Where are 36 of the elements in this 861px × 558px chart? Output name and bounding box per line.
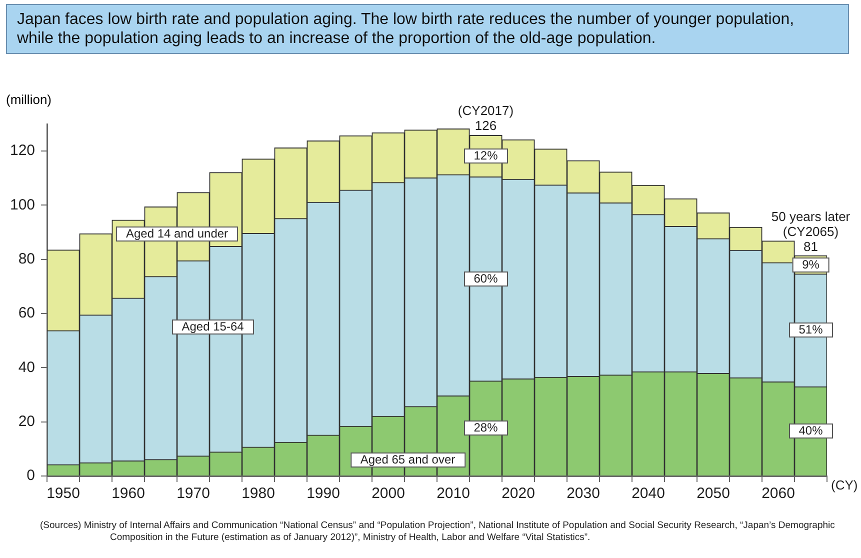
x-tick-label: 1960: [112, 485, 145, 502]
x-tick-label: 1970: [176, 485, 210, 502]
x-tick-label: 2000: [372, 485, 405, 502]
annotation: 28%: [464, 420, 508, 436]
y-tick-label: 20: [18, 412, 36, 430]
total-label: 81: [804, 238, 818, 254]
annotation: 50 years later (CY2065): [771, 208, 850, 239]
x-tick-label: 2030: [566, 485, 600, 502]
y-tick-label: 40: [18, 358, 36, 376]
series-label: Aged 14 and under: [116, 226, 238, 242]
annotation: 12%: [464, 148, 508, 164]
annotation: 40%: [788, 424, 833, 439]
y-tick-label: 120: [10, 142, 36, 160]
y-tick-label: 60: [18, 304, 36, 322]
x-tick-label: 2010: [436, 485, 470, 502]
series-label: Aged 65 and over: [350, 452, 466, 468]
total-label: 126: [474, 118, 497, 134]
text: (Sources) Ministry of Internal Affairs and Communication “National Census” and “Population Projection”, National Institute of Population and Social Security Research, “Japan’s Demographic Composition in the Future (estimation as of January 2012)”, Ministry of Health, Labor and Welfare “Vital Statistics”.: [40, 520, 836, 544]
annotation: 51%: [788, 322, 833, 338]
x-tick-label: 1980: [242, 485, 275, 502]
x-tick-label: 2050: [696, 485, 730, 502]
y-tick-label: 80: [18, 250, 36, 268]
series-label: Aged 15-64: [172, 320, 254, 335]
x-axis-title: (CY): [831, 478, 858, 493]
x-tick-label: 1990: [306, 485, 340, 502]
x-tick-label: 2040: [632, 485, 665, 502]
x-tick-label: 2060: [762, 485, 795, 502]
x-tick-label: 2020: [502, 485, 535, 502]
text: (CY2017): [458, 103, 514, 118]
y-tick-label: 100: [10, 196, 36, 214]
chart-title: Japan faces low birth rate and population aging. The low birth rate reduces the number of younger population, while the population aging leads to an increase of the proportion of the old-age population.: [17, 10, 796, 48]
x-tick-label: 1950: [46, 485, 80, 502]
y-axis-title: (million): [6, 92, 52, 107]
y-tick-label: 0: [26, 467, 36, 484]
annotation: 9%: [792, 257, 830, 272]
annotation: 60%: [464, 271, 508, 286]
